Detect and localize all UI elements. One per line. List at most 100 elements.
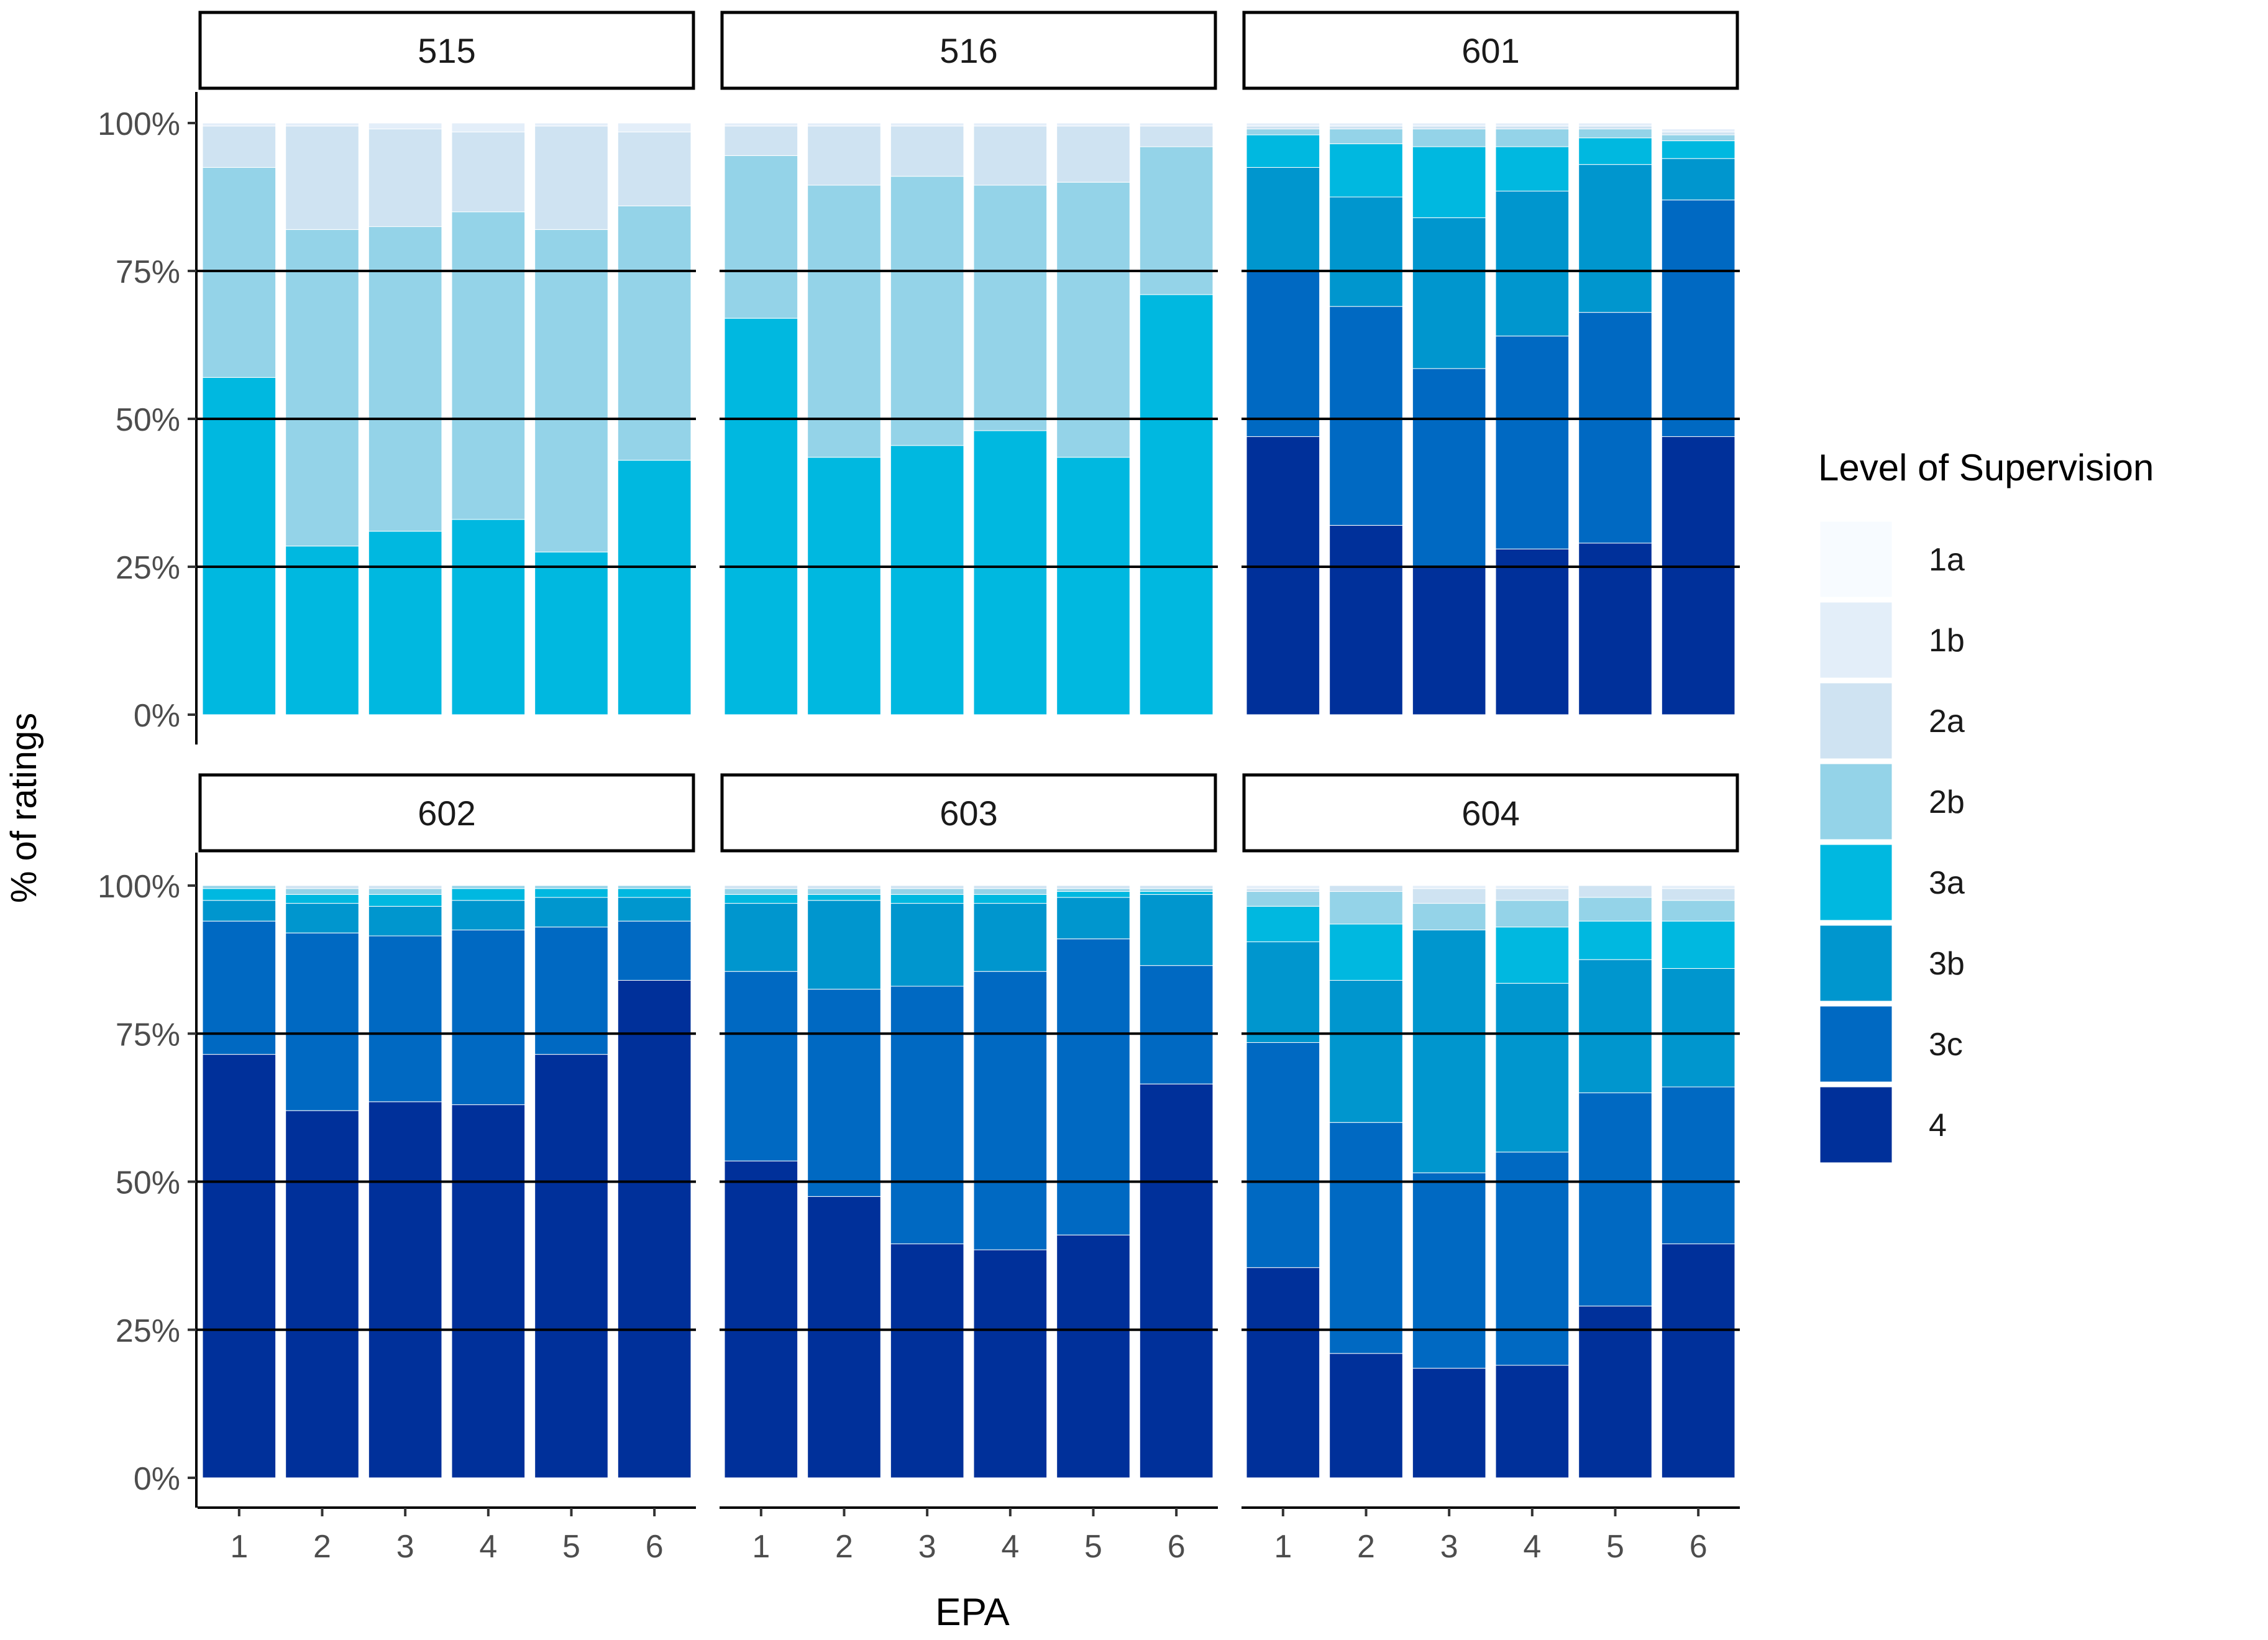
bar-segment-601-epa4-2a	[1495, 126, 1570, 130]
legend-label-1b: 1b	[1929, 623, 1965, 659]
legend-label-4: 4	[1929, 1107, 1947, 1143]
bar-segment-604-epa3-4	[1412, 1368, 1486, 1478]
x-tick-label-602-4: 4	[479, 1529, 497, 1565]
bar-segment-516-epa4-1b	[973, 122, 1048, 127]
bar-segment-604-epa4-3a	[1495, 927, 1570, 984]
bar-segment-602-epa6-3a	[617, 888, 692, 898]
bar-segment-604-epa1-3a	[1246, 905, 1320, 943]
bar-segment-604-epa3-1b	[1412, 885, 1486, 889]
bar-segment-604-epa5-2b	[1578, 897, 1652, 922]
legend-key-3a	[1818, 843, 1894, 922]
bar-segment-601-epa6-4	[1661, 436, 1735, 715]
x-tick-label-604-2: 2	[1357, 1529, 1375, 1565]
bar-segment-603-epa1-3b	[724, 903, 798, 972]
bar-segment-603-epa2-2a	[807, 885, 881, 889]
bar-segment-604-epa6-4	[1661, 1244, 1735, 1478]
bar-segment-604-epa6-3c	[1661, 1086, 1735, 1245]
bar-segment-603-epa6-3a	[1139, 891, 1214, 895]
y-tick-label-602-50: 50%	[116, 1165, 180, 1201]
bar-segment-603-epa1-2b	[724, 888, 798, 895]
bar-segment-601-epa2-1b	[1329, 122, 1403, 127]
bar-segment-601-epa6-3a	[1661, 140, 1735, 159]
bar-segment-516-epa5-1b	[1056, 122, 1130, 127]
bar-segment-602-epa5-3a	[534, 888, 608, 898]
bar-segment-601-epa6-3b	[1661, 158, 1735, 201]
bar-segment-602-epa4-3c	[451, 929, 526, 1106]
bar-segment-603-epa4-3b	[973, 903, 1048, 972]
bar-segment-604-epa4-1b	[1495, 885, 1570, 889]
bar-segment-601-epa1-1b	[1246, 122, 1320, 127]
bar-segment-604-epa2-4	[1329, 1353, 1403, 1478]
bar-segment-603-epa3-2b	[890, 888, 964, 895]
legend-label-2a: 2a	[1929, 703, 1965, 740]
bar-segment-601-epa5-4	[1578, 543, 1652, 715]
bars-601	[1246, 122, 1735, 715]
bar-segment-515-epa5-1b	[534, 122, 608, 127]
bar-segment-516-epa4-3a	[973, 430, 1048, 715]
x-tick-label-602-3: 3	[396, 1529, 414, 1565]
facet-label-603: 603	[940, 794, 997, 833]
bar-segment-515-epa3-3a	[368, 531, 442, 715]
bar-segment-603-epa6-3b	[1139, 894, 1214, 966]
bar-segment-602-epa4-3b	[451, 900, 526, 930]
x-tick-label-604-3: 3	[1440, 1529, 1458, 1565]
y-tick-label-602-0: 0%	[134, 1461, 180, 1497]
bar-segment-516-epa1-2b	[724, 155, 798, 319]
bar-segment-601-epa5-3a	[1578, 137, 1652, 165]
facet-panel-604: 604 1 2 3 4 5 6	[1241, 773, 1740, 1565]
legend-key-1b	[1818, 600, 1894, 680]
bar-segment-602-epa6-4	[617, 979, 692, 1478]
legend-key-2a	[1818, 681, 1894, 761]
bar-segment-603-epa3-3b	[890, 903, 964, 987]
bar-segment-603-epa2-3a	[807, 894, 881, 901]
bar-segment-604-epa3-3c	[1412, 1172, 1486, 1369]
bars-603	[724, 885, 1214, 1478]
x-tick-label-603-4: 4	[1001, 1529, 1019, 1565]
bar-segment-603-epa5-2a	[1056, 885, 1130, 889]
bar-segment-603-epa5-3a	[1056, 891, 1130, 898]
y-tick-label-515-100: 100%	[98, 106, 180, 142]
legend-key-4	[1818, 1085, 1894, 1165]
bar-segment-515-epa1-3a	[202, 377, 277, 715]
bar-segment-515-epa1-1b	[202, 122, 277, 127]
bar-segment-603-epa6-2a	[1139, 885, 1214, 889]
facet-panel-602: 602 0% 25% 50% 75% 100% 1 2 3 4 5 6	[98, 773, 696, 1565]
bar-segment-604-epa1-1b	[1246, 885, 1320, 889]
bar-segment-603-epa3-2a	[890, 885, 964, 889]
bar-segment-603-epa1-4	[724, 1160, 798, 1478]
x-axis-title: EPA	[935, 1591, 1010, 1634]
bar-segment-515-epa2-1b	[285, 122, 359, 127]
x-tick-label-604-5: 5	[1606, 1529, 1624, 1565]
bar-segment-604-epa6-3a	[1661, 920, 1735, 969]
y-tick-label-515-25: 25%	[116, 550, 180, 586]
bar-segment-516-epa4-2a	[973, 126, 1048, 186]
bar-segment-603-epa1-3c	[724, 971, 798, 1161]
bar-segment-603-epa3-3c	[890, 986, 964, 1245]
bar-segment-515-epa2-2b	[285, 229, 359, 547]
bar-segment-602-epa6-2b	[617, 885, 692, 889]
bar-segment-601-epa1-3c	[1246, 270, 1320, 437]
bar-segment-515-epa4-2a	[451, 131, 526, 213]
bar-segment-602-epa2-3a	[285, 894, 359, 904]
legend-label-3a: 3a	[1929, 865, 1965, 901]
y-tick-label-602-25: 25%	[116, 1313, 180, 1349]
bar-segment-604-epa5-4	[1578, 1306, 1652, 1478]
facet-label-515: 515	[418, 31, 475, 70]
bar-segment-515-epa4-2b	[451, 211, 526, 520]
bar-segment-602-epa6-3b	[617, 897, 692, 922]
bar-segment-601-epa4-4	[1495, 548, 1570, 715]
legend-key-3b	[1818, 923, 1894, 1003]
bar-segment-601-epa1-2a	[1246, 126, 1320, 130]
bar-segment-515-epa2-3a	[285, 546, 359, 715]
facet-panel-601: 601	[1241, 11, 1740, 715]
bars-516	[724, 122, 1214, 715]
bar-segment-603-epa1-3a	[724, 894, 798, 904]
bar-segment-601-epa6-3c	[1661, 199, 1735, 437]
bar-segment-516-epa3-1b	[890, 122, 964, 127]
facet-strip-602	[198, 773, 695, 853]
bar-segment-601-epa1-4	[1246, 436, 1320, 715]
bar-segment-601-epa3-4	[1412, 566, 1486, 715]
bar-segment-601-epa2-3c	[1329, 306, 1403, 526]
bar-segment-604-epa1-4	[1246, 1267, 1320, 1478]
